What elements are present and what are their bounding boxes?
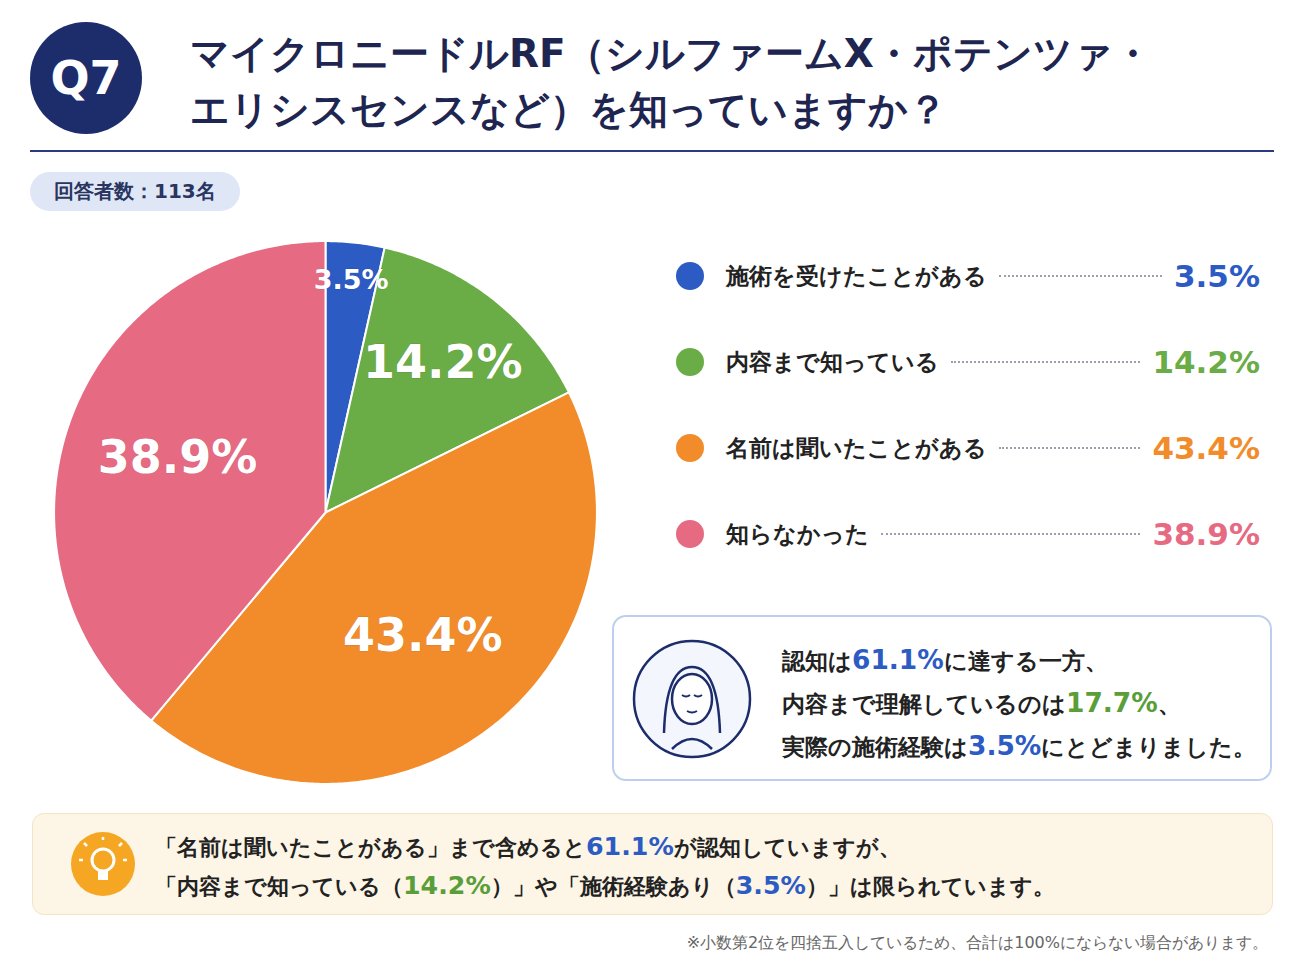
svg-text:43.4%: 43.4% (343, 608, 503, 662)
html-text:認知は61.1%に達する一方、: 認知は61.1%に達する一方、 (782, 644, 1108, 675)
svg-text:14.2%: 14.2% (363, 335, 523, 389)
svg-text:3.5%: 3.5% (314, 264, 389, 295)
html-text:14.2%: 14.2% (1152, 344, 1260, 380)
html-text:3.5%: 3.5% (1174, 258, 1260, 294)
html-text:38.9%: 38.9% (1152, 516, 1260, 552)
html-text:施術を受けたことがある: 施術を受けたことがある (726, 262, 987, 289)
html-text:エリシスセンスなど）を知っていますか？: エリシスセンスなど）を知っていますか？ (190, 87, 947, 132)
svg-text:38.9%: 38.9% (98, 430, 258, 484)
html-text:内容まで理解しているのは17.7%、: 内容まで理解しているのは17.7%、 (782, 687, 1181, 718)
html-text:マイクロニードルRF（シルファームX・ポテンツァ・: マイクロニードルRF（シルファームX・ポテンツァ・ (190, 31, 1152, 76)
html-text:実際の施術経験は3.5%にとどまりました。: 実際の施術経験は3.5%にとどまりました。 (782, 730, 1257, 761)
html-text:※小数第2位を四捨五入しているため、合計は100%にならない: ※小数第2位を四捨五入しているため、合計は100%にならない場合があります。 (686, 933, 1268, 952)
html-text:「名前は聞いたことがある」まで含めると61.1%が認知してい: 「名前は聞いたことがある」まで含めると61.1%が認知していますが、 (155, 832, 901, 861)
html-text:43.4%: 43.4% (1152, 430, 1260, 466)
html-text:知らなかった: 知らなかった (726, 520, 869, 547)
html-text:内容まで知っている: 内容まで知っている (726, 348, 939, 375)
html-text:Q7: Q7 (50, 51, 122, 105)
html-text:名前は聞いたことがある: 名前は聞いたことがある (726, 434, 987, 461)
html-text:「内容まで知っている（14.2%）」や「施術経験あり（3.5: 「内容まで知っている（14.2%）」や「施術経験あり（3.5%）」は限られていま… (155, 871, 1055, 900)
html-text:回答者数：113名: 回答者数：113名 (54, 179, 216, 203)
